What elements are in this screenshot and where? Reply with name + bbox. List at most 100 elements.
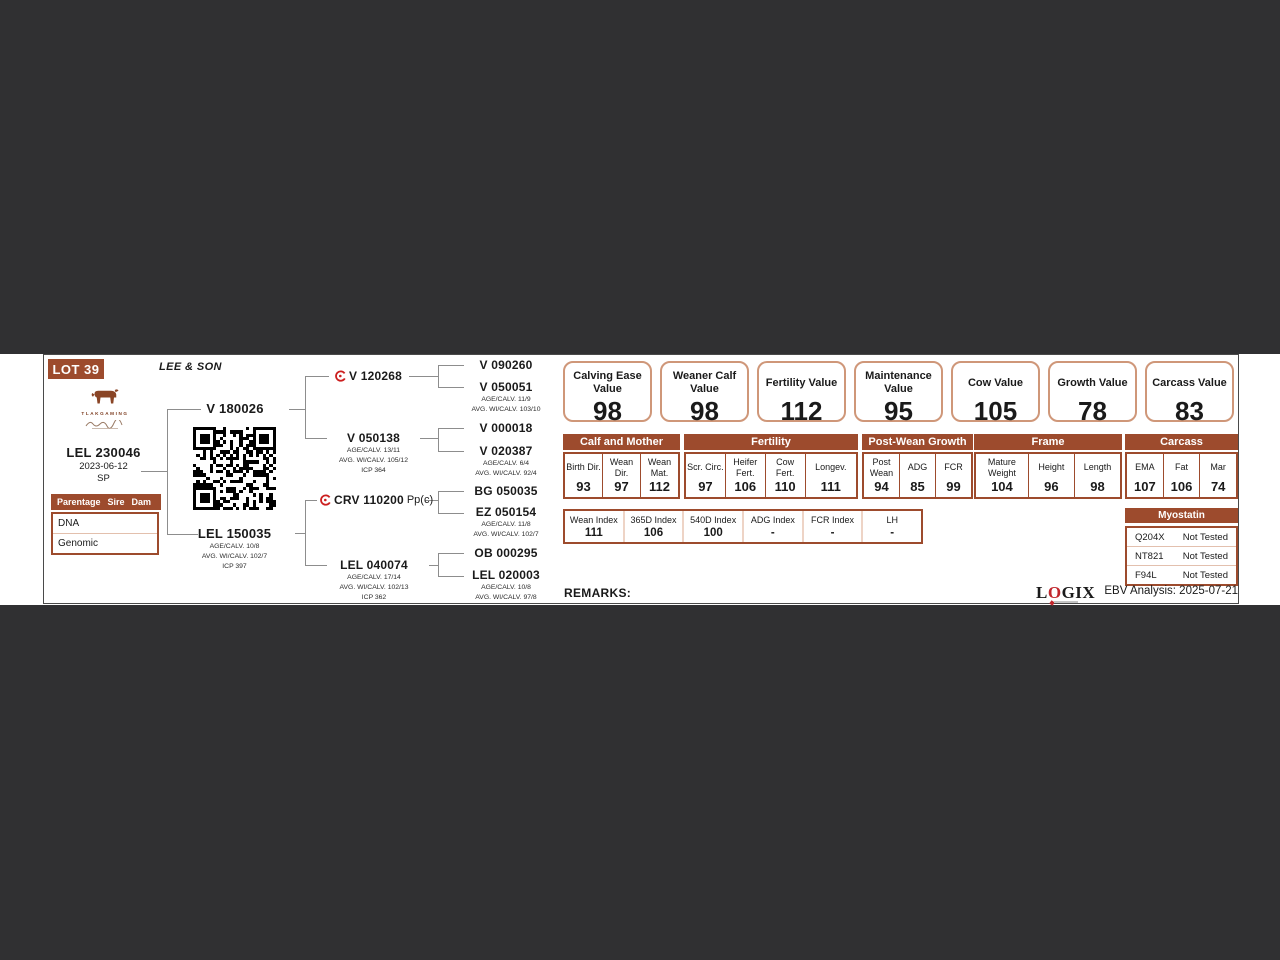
index-cell: 540D Index 100 <box>682 511 742 542</box>
pedigree-line <box>438 553 439 576</box>
pedigree-line <box>429 565 438 566</box>
pedigree-line <box>438 428 439 451</box>
myostatin-table: Q204X Not Tested NT821 Not Tested F94L Not … <box>1125 526 1238 586</box>
ebv-cell: Birth Dir. 93 <box>566 462 601 494</box>
ebv-analysis-date: EBV Analysis: 2025-07-21 <box>1104 585 1238 597</box>
index-table: Wean Index 111 365D Index 106 540D Index 10… <box>563 509 923 544</box>
bull-icon <box>91 389 119 404</box>
pedigree-line <box>438 491 464 492</box>
pedigree-line <box>167 534 198 535</box>
ebv-group-calf-and-mother: Calf and Mother Birth Dir. 93 Wean Dir. 97… <box>563 434 680 499</box>
ebv-cell: Cow Fert. 110 <box>764 454 805 497</box>
pedigree-line <box>438 553 464 554</box>
ebv-cell: Longev. 111 <box>804 454 856 497</box>
ebv-cell: Fat 106 <box>1162 454 1200 497</box>
ebv-cell: Wean Dir. 97 <box>602 454 640 497</box>
index-cell: LH - <box>861 511 921 542</box>
index-cell: 365D Index 106 <box>622 511 683 542</box>
ebv-cell: Scr. Circ. 97 <box>687 462 724 494</box>
pedigree-gen4-8: LEL 020003 AGE/CALV. 10/8 AVG. WI/CALV. 9… <box>472 568 540 602</box>
ebv-cell: Post Wean 94 <box>869 457 894 494</box>
pedigree-line <box>305 376 329 377</box>
myostatin-row: NT821 Not Tested <box>1127 546 1236 565</box>
signature-script <box>85 418 123 429</box>
pedigree-gen4-1: V 090260 <box>479 358 533 372</box>
pedigree-line <box>167 409 201 410</box>
value-box-maintenance: Maintenance Value 95 <box>854 361 943 425</box>
parentage-header: Parentage Sire Dam <box>51 494 161 510</box>
pedigree-line <box>305 500 306 566</box>
pedigree-line <box>409 376 438 377</box>
breeder-name: LEE & SON <box>159 361 222 373</box>
pedigree-line <box>305 500 317 501</box>
catalog-card: LOT 39 LEE & SON TLAKGAMING LEL 230046 2… <box>43 354 1239 604</box>
pedigree-line <box>438 513 464 514</box>
value-box-growth: Growth Value 78 <box>1048 361 1137 425</box>
parentage-row-dna: DNA <box>58 518 80 529</box>
pedigree-gen3-dam-dam: LEL 040074 AGE/CALV. 17/14 AVG. WI/CALV.… <box>339 558 409 602</box>
pedigree-line <box>305 565 327 566</box>
animal-id: LEL 230046 <box>66 445 141 460</box>
value-box-weaner-calf: Weaner Calf Value 98 <box>660 361 749 425</box>
ebv-group-carcass: Carcass EMA 107 Fat 106 Mar 74 <box>1125 434 1238 499</box>
pedigree-line <box>420 438 438 439</box>
pedigree-line <box>438 365 464 366</box>
value-box-carcass: Carcass Value 83 <box>1145 361 1234 425</box>
myostatin-row: F94L Not Tested <box>1127 565 1236 584</box>
pedigree-gen4-3: V 000018 <box>479 421 533 435</box>
pedigree-line <box>295 533 305 534</box>
pedigree-line <box>438 428 464 429</box>
myostatin-row: Q204X Not Tested <box>1135 531 1228 543</box>
pedigree-gen4-4: V 020387 AGE/CALV. 6/4 AVG. WI/CALV. 92/4 <box>475 444 537 478</box>
pedigree-line <box>305 438 327 439</box>
pedigree-line <box>438 576 464 577</box>
pedigree-line <box>438 451 464 452</box>
pedigree-line <box>438 491 439 513</box>
qr-code <box>193 427 276 510</box>
ebv-cell: Mature Weight 104 <box>987 457 1016 494</box>
pedigree-line <box>425 500 438 501</box>
parentage-table: DNA Genomic <box>51 512 159 555</box>
index-cell: Wean Index 111 <box>569 514 618 539</box>
logix-tagline <box>1054 601 1078 603</box>
parentage-label: Parentage <box>57 497 101 507</box>
pedigree-gen3-sire-sire: V 120268 <box>334 369 405 383</box>
ebv-cell: Wean Mat. 112 <box>640 454 678 497</box>
breed-society-icon <box>320 494 331 506</box>
remarks-label: REMARKS: <box>564 586 632 600</box>
sire-col-label: Sire <box>107 497 125 507</box>
parentage-row-genomic: Genomic <box>53 533 157 553</box>
ebv-cell: Height 96 <box>1027 454 1074 497</box>
pedigree-gen4-5: BG 050035 <box>474 484 538 498</box>
value-box-cow: Cow Value 105 <box>951 361 1040 425</box>
pedigree-gen3-sire-dam: V 050138 AGE/CALV. 13/11 AVG. WI/CALV. 1… <box>338 431 408 475</box>
ebv-group-post-wean-growth: Post-Wean Growth Post Wean 94 ADG 85 FCR 99 <box>862 434 973 499</box>
breed-society-icon <box>335 370 346 382</box>
pedigree-dam: LEL 150035 AGE/CALV. 10/8 AVG. WI/CALV. … <box>197 526 272 571</box>
pedigree-line <box>438 387 464 388</box>
value-box-calving-ease: Calving Ease Value 98 <box>563 361 652 425</box>
pedigree-sire: V 180026 <box>206 401 264 416</box>
pedigree-gen4-2: V 050051 AGE/CALV. 11/9 AVG. WI/CALV. 103… <box>471 380 541 414</box>
ebv-cell: Length 98 <box>1073 454 1120 497</box>
dam-col-label: Dam <box>131 497 151 507</box>
myostatin-header: Myostatin <box>1125 508 1238 523</box>
ebv-group-frame: Frame Mature Weight 104 Height 96 Length 98 <box>974 434 1122 499</box>
stud-logo: TLAKGAMING <box>73 387 137 439</box>
brand-name: TLAKGAMING <box>81 411 129 416</box>
ebv-cell: ADG 85 <box>899 454 935 497</box>
pedigree-gen3-dam-sire: CRV 110200 Pp(c) <box>319 493 433 507</box>
pedigree-line <box>289 409 305 410</box>
pedigree-line <box>141 471 168 472</box>
ebv-cell: EMA 107 <box>1133 462 1156 494</box>
pedigree-gen4-6: EZ 050154 AGE/CALV. 11/8 AVG. WI/CALV. 10… <box>473 505 539 539</box>
pedigree-line <box>438 365 439 387</box>
pedigree-line <box>167 409 168 535</box>
index-cell: FCR Index - <box>801 511 862 542</box>
ebv-group-fertility: Fertility Scr. Circ. 97 Heifer Fert. 106 C… <box>684 434 858 499</box>
pedigree-gen4-7: OB 000295 <box>474 546 538 560</box>
lot-number-badge: LOT 39 <box>48 359 104 379</box>
ebv-cell: FCR 99 <box>935 454 971 497</box>
ebv-cell: Mar 74 <box>1199 454 1236 497</box>
pedigree-line <box>305 376 306 439</box>
